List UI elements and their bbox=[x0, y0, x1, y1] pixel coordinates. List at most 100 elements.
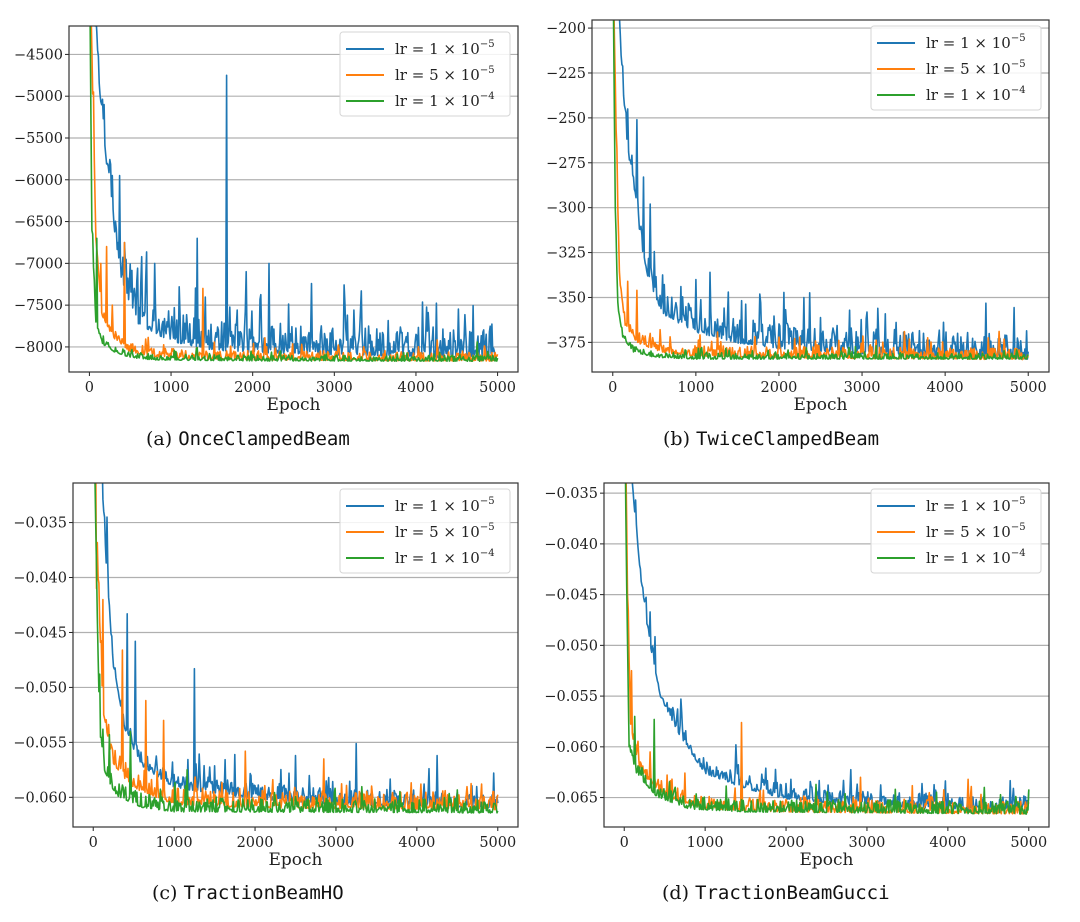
y-tick-label: −225 bbox=[546, 66, 586, 82]
series-line-1 bbox=[101, 483, 499, 809]
caption-c-name: TractionBeamHO bbox=[183, 882, 344, 904]
legend-exponent: −5 bbox=[480, 522, 495, 533]
series-line-3 bbox=[612, 20, 1029, 360]
y-tick-label: −8000 bbox=[14, 340, 63, 356]
x-tick-label: 5000 bbox=[479, 835, 516, 851]
caption-b-name: TwiceClampedBeam bbox=[696, 428, 880, 450]
series-line-1 bbox=[618, 20, 1029, 360]
y-tick-label: −6000 bbox=[14, 173, 63, 189]
y-tick-label: −350 bbox=[546, 290, 586, 306]
x-tick-label: 1000 bbox=[156, 835, 193, 851]
y-tick-label: −0.065 bbox=[544, 791, 598, 807]
panel-d: −0.065 −0.060 −0.055 −0.050 −0.045 −0.040 −0.0… bbox=[544, 482, 1050, 870]
panel-b: −375 −350 −325 −300 −275 −250 −225 −200 0 1000 200… bbox=[546, 19, 1050, 415]
legend-label-1: lr = 1 × 10−5 bbox=[926, 496, 1026, 515]
caption-a: (a) OnceClampedBeam bbox=[146, 428, 350, 450]
y-tick-label: −7000 bbox=[14, 256, 63, 272]
x-axis-label: Epoch bbox=[269, 850, 323, 870]
legend-exponent: −5 bbox=[1011, 33, 1026, 44]
legend-label-3: lr = 1 × 10−4 bbox=[926, 548, 1026, 567]
legend-exponent: −4 bbox=[1011, 548, 1026, 559]
x-tick-label: 2000 bbox=[761, 380, 798, 396]
caption-d-name: TractionBeamGucci bbox=[695, 882, 890, 904]
y-tick-label: −5500 bbox=[14, 131, 63, 147]
legend-box bbox=[870, 25, 1042, 111]
legend-label-2: lr = 5 × 10−5 bbox=[395, 65, 495, 84]
legend: lr = 1 × 10−5 lr = 5 × 10−5 lr = 1 × 10−4 bbox=[870, 488, 1042, 574]
legend-label-3: lr = 1 × 10−4 bbox=[926, 85, 1026, 104]
y-tick-label: −275 bbox=[546, 156, 586, 172]
legend-label-3: lr = 1 × 10−4 bbox=[395, 548, 495, 567]
caption-a-name: OnceClampedBeam bbox=[178, 428, 350, 450]
y-tick-label: −325 bbox=[546, 246, 586, 262]
x-tick-label: 1000 bbox=[677, 380, 714, 396]
x-tick-label: 0 bbox=[85, 380, 94, 396]
x-tick-label: 5000 bbox=[1010, 380, 1047, 396]
y-tick-label: −0.035 bbox=[13, 516, 67, 532]
legend-exponent: −4 bbox=[480, 548, 495, 559]
x-tick-label: 3000 bbox=[849, 835, 886, 851]
y-tick-label: −200 bbox=[546, 21, 586, 37]
x-tick-label: 0 bbox=[620, 835, 629, 851]
legend-exponent: −4 bbox=[480, 91, 495, 102]
caption-a-prefix: (a) bbox=[146, 428, 173, 450]
axes-frame bbox=[591, 19, 1050, 373]
series-line-3 bbox=[89, 26, 499, 362]
legend: lr = 1 × 10−5 lr = 5 × 10−5 lr = 1 × 10−4 bbox=[870, 25, 1042, 111]
x-axis-label: Epoch bbox=[267, 395, 321, 415]
x-tick-label: 2000 bbox=[237, 835, 274, 851]
y-tick-label: −0.060 bbox=[13, 790, 67, 806]
y-tick-label: −300 bbox=[546, 201, 586, 217]
x-tick-label: 4000 bbox=[927, 380, 964, 396]
x-tick-label: 0 bbox=[608, 380, 617, 396]
legend: lr = 1 × 10−5 lr = 5 × 10−5 lr = 1 × 10−4 bbox=[339, 31, 511, 117]
x-tick-label: 3000 bbox=[318, 835, 355, 851]
legend-label-1: lr = 1 × 10−5 bbox=[395, 496, 495, 515]
legend-exponent: −5 bbox=[1011, 59, 1026, 70]
x-tick-label: 2000 bbox=[234, 380, 271, 396]
caption-d: (d) TractionBeamGucci bbox=[662, 882, 890, 904]
y-tick-label: −375 bbox=[546, 335, 586, 351]
legend-exponent: −4 bbox=[1011, 85, 1026, 96]
x-tick-label: 5000 bbox=[1010, 835, 1047, 851]
panel-a: −8000 −7500 −7000 −6500 −6000 −5500 −5000 −4 500… bbox=[14, 25, 519, 415]
x-tick-label: 4000 bbox=[398, 380, 435, 396]
y-tick-label: −250 bbox=[546, 111, 586, 127]
legend-box bbox=[870, 488, 1042, 574]
axes-frame bbox=[72, 482, 519, 828]
x-tick-label: 4000 bbox=[398, 835, 435, 851]
legend-label-1: lr = 1 × 10−5 bbox=[926, 33, 1026, 52]
x-tick-label: 4000 bbox=[929, 835, 966, 851]
legend-box bbox=[339, 31, 511, 117]
x-axis-label: Epoch bbox=[800, 850, 854, 870]
y-tick-label: −0.050 bbox=[544, 638, 598, 654]
x-tick-label: 5000 bbox=[479, 380, 516, 396]
y-tick-label: −6500 bbox=[14, 215, 63, 231]
y-tick-label: −0.040 bbox=[13, 571, 67, 587]
legend-label-2: lr = 5 × 10−5 bbox=[926, 522, 1026, 541]
x-tick-label: 1000 bbox=[687, 835, 724, 851]
legend-box bbox=[339, 488, 511, 574]
legend-exponent: −5 bbox=[480, 39, 495, 50]
y-tick-label: −0.040 bbox=[544, 537, 598, 553]
y-tick-label: −0.045 bbox=[544, 588, 598, 604]
series-line-3 bbox=[624, 483, 1030, 815]
x-tick-label: 3000 bbox=[316, 380, 353, 396]
x-tick-label: 0 bbox=[89, 835, 98, 851]
legend: lr = 1 × 10−5 lr = 5 × 10−5 lr = 1 × 10−4 bbox=[339, 488, 511, 574]
y-tick-label: −0.050 bbox=[13, 680, 67, 696]
x-axis-label: Epoch bbox=[794, 395, 848, 415]
x-tick-label: 3000 bbox=[844, 380, 881, 396]
series-line-3 bbox=[94, 483, 499, 814]
panel-c: −0.060 −0.055 −0.050 −0.045 −0.040 −0.035 0 100… bbox=[13, 482, 519, 870]
y-tick-label: −0.055 bbox=[544, 689, 598, 705]
axes-frame bbox=[68, 25, 519, 373]
y-tick-label: −5000 bbox=[14, 89, 63, 105]
axes-frame bbox=[603, 482, 1050, 828]
y-tick-label: −0.045 bbox=[13, 625, 67, 641]
x-tick-label: 2000 bbox=[768, 835, 805, 851]
y-tick-label: −7500 bbox=[14, 298, 63, 314]
y-tick-label: −0.035 bbox=[544, 486, 598, 502]
legend-exponent: −5 bbox=[480, 65, 495, 76]
